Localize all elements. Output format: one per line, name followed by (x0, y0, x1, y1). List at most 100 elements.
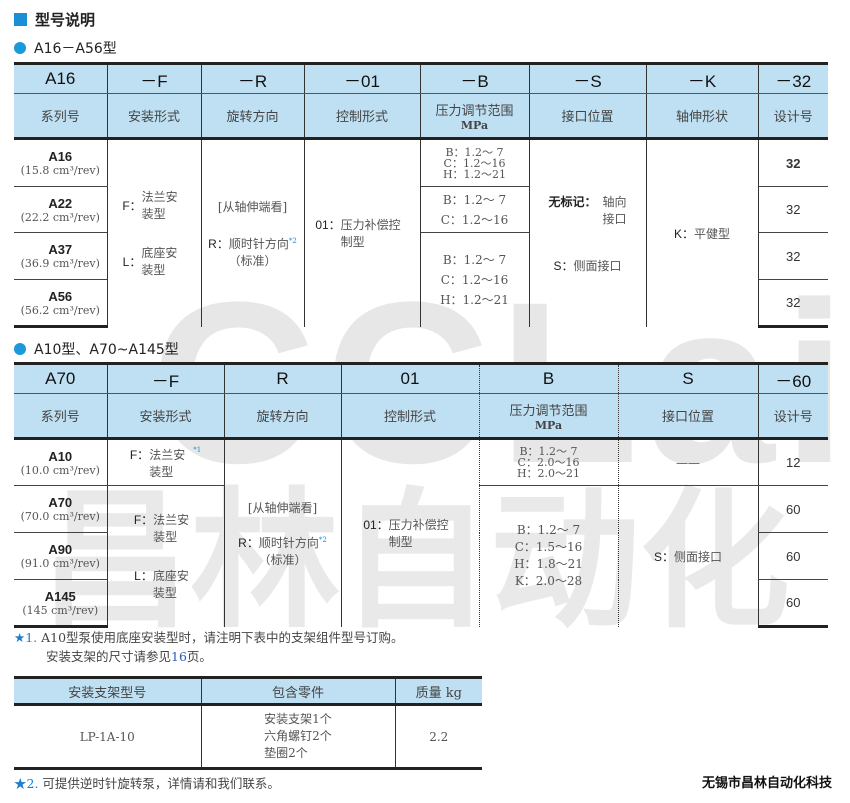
mounting-cell: F： 法兰安装型 L： 底座安装型 (106, 485, 225, 627)
displacement: (10.0 cm³/rev) (20, 463, 100, 477)
pressure-range: H：1.2～21 (442, 167, 507, 181)
rotation-key: R： (238, 535, 259, 550)
part-item: 垫圈2个 (264, 746, 308, 760)
circle-bullet-icon (14, 42, 26, 54)
header-cell: 质量 kg (394, 676, 482, 706)
pressure-cell: B：1.2～ 7 C：1.5～16 H：1.8～21 K：2.0～28 (478, 485, 619, 627)
table-row: A37 (36.9 cm³/rev) B：1.2～ 7 C：1.2～16 H：1.2～… (14, 232, 828, 327)
footnote-1-line2-end: 页。 (186, 649, 212, 664)
control-key: 01： (315, 218, 341, 233)
code-cell: －32 (757, 62, 828, 94)
table-row: A145 (145 cm³/rev) 60 (14, 579, 828, 628)
section2-subtitle-text: A10型、A70~A145型 (34, 342, 179, 358)
rotation-view: [从轴伸端看] (217, 199, 288, 214)
model-cell: A56 (56.2 cm³/rev) (14, 279, 108, 328)
mounting-cell: F： 法兰安装型 L： 底座安装型 (106, 138, 202, 327)
table-row: LP-1A-10 安装支架1个 六角螺钉2个 垫圈2个 2.2 (14, 704, 482, 770)
code-cell: B (478, 362, 619, 394)
displacement: (145 cm³/rev) (22, 603, 99, 617)
header-cell: 设计号 (757, 393, 828, 440)
mass-cell: 2.2 (394, 704, 482, 770)
code-cell: A70 (14, 362, 108, 394)
model-name: A90 (48, 542, 73, 557)
pressure-cell: B：1.2～ 7 C：2.0～16 H：2.0～21 (478, 438, 619, 486)
company-name: 无锡市昌林自动化科技 (701, 776, 832, 791)
rotation-text: 顺时针方向 (258, 535, 319, 550)
table-row: A90 (91.0 cm³/rev) 60 (14, 532, 828, 580)
bracket-table: 安装支架型号 包含零件 质量 kg LP-1A-10 安装支架1个 六角螺钉2个… (14, 676, 482, 770)
rotation-standard: （标准） (228, 253, 277, 268)
pressure-range: C：1.2～16 (440, 272, 509, 287)
page-title: 型号说明 (14, 9, 95, 30)
mounting-cell: F： 法兰安装型 *1 (106, 438, 225, 486)
rotation-cell: [从轴伸端看] R：顺时针方向*2 （标准） (223, 438, 342, 627)
control-text: 压力补偿控制型 (340, 218, 401, 250)
header-cell: 控制形式 (340, 393, 480, 440)
design-cell: 32 (757, 279, 828, 328)
section2-subtitle: A10型、A70~A145型 (14, 339, 179, 359)
header-cell: 压力调节范围 MPa (419, 93, 530, 140)
port-s-text: 侧面接口 (573, 258, 622, 273)
footnote-mark: *2 (318, 535, 327, 544)
header-cell: 接口位置 (617, 393, 759, 440)
code-cell: R (223, 362, 342, 394)
model-name: A145 (44, 588, 76, 604)
pressure-range: C：1.5～16 (514, 540, 583, 555)
model-cell: A22 (22.2 cm³/rev) (14, 186, 108, 233)
page-link[interactable]: 16 (171, 649, 187, 664)
port-s-text: 侧面接口 (674, 549, 723, 564)
footnote-1-line1: A10型泵使用底座安装型时，请注明下表中的支架组件型号订购。 (41, 630, 404, 645)
pressure-range: H：2.0～21 (516, 467, 581, 480)
control-cell: 01： 压力补偿控制型 (340, 438, 480, 627)
header-cell: 接口位置 (528, 93, 647, 140)
design-cell: 32 (757, 232, 828, 280)
rotation-standard: （标准） (258, 552, 307, 567)
table-row: A10 (10.0 cm³/rev) F： 法兰安装型 *1 [从轴伸端看] R：顺时… (14, 438, 828, 627)
displacement: (15.8 cm³/rev) (20, 164, 100, 177)
rotation-view: [从轴伸端看] (247, 500, 318, 515)
table-row: A22 (22.2 cm³/rev) B：1.2～ 7 C：1.2～16 32 (14, 186, 828, 233)
table-row: A70 (70.0 cm³/rev) F： 法兰安装型 L： 底座安装型 B：1.2～… (14, 485, 828, 627)
header-cell: 系列号 (14, 393, 108, 440)
rotation-key: R： (208, 236, 229, 251)
model-name: A56 (48, 288, 73, 304)
pressure-cell: B：1.2～ 7 C：1.2～16 (419, 186, 530, 233)
mounting-l-key: L： (122, 254, 142, 269)
code-cell: －S (528, 62, 647, 94)
header-cell: 轴伸形状 (645, 93, 759, 140)
mounting-f-text: 法兰安装型 (153, 513, 190, 545)
footnote-1: ★1. A10型泵使用底座安装型时，请注明下表中的支架组件型号订购。 安装支架的… (14, 628, 404, 666)
pressure-range: B：1.2～ 7 (516, 523, 581, 538)
pressure-range: B：1.2～ 7 (442, 192, 507, 207)
displacement: (70.0 cm³/rev) (20, 510, 100, 523)
header-cell: 压力调节范围 MPa (478, 393, 619, 440)
model-table-a16-a56: A16 －F －R －01 －B －S －K －32 系列号 安装形式 旋转方向… (14, 62, 828, 328)
header-cell: 包含零件 (200, 676, 396, 706)
code-cell: －01 (303, 62, 421, 94)
header-text: 压力调节范围 (509, 403, 588, 419)
code-cell: －B (419, 62, 530, 94)
pressure-range: C：1.2～16 (440, 212, 509, 227)
code-row: A70 －F R 01 B S －60 (14, 362, 828, 394)
code-cell: S (617, 362, 759, 394)
square-bullet-icon (14, 13, 27, 26)
footnote-mark: *2 (288, 236, 297, 245)
shaft-text: 平健型 (694, 226, 731, 241)
code-cell: A16 (14, 62, 108, 94)
shaft-cell: K：平健型 (645, 138, 759, 327)
pressure-unit: MPa (534, 418, 563, 432)
displacement: (91.0 cm³/rev) (20, 557, 100, 570)
pressure-unit: MPa (460, 118, 489, 132)
pressure-range: B：1.2～ 7 (442, 252, 507, 267)
control-cell: 01： 压力补偿控制型 (303, 138, 421, 327)
model-cell: A37 (36.9 cm³/rev) (14, 232, 108, 280)
model-cell: A90 (91.0 cm³/rev) (14, 532, 108, 580)
bracket-model: LP-1A-10 (14, 704, 202, 770)
pressure-range: C：2.0～16 (517, 456, 580, 469)
mounting-f-key: F： (133, 513, 154, 528)
footnote-2-text: 可提供逆时针旋转泵，详情请和我们联系。 (42, 776, 280, 791)
pressure-range: B：1.2～ 7 (445, 145, 504, 159)
model-cell: A70 (70.0 cm³/rev) (14, 485, 108, 533)
mounting-l-text: 底座安装型 (152, 569, 189, 601)
pressure-cell: B：1.2～ 7 C：1.2～16 H：1.2～21 (419, 232, 530, 327)
